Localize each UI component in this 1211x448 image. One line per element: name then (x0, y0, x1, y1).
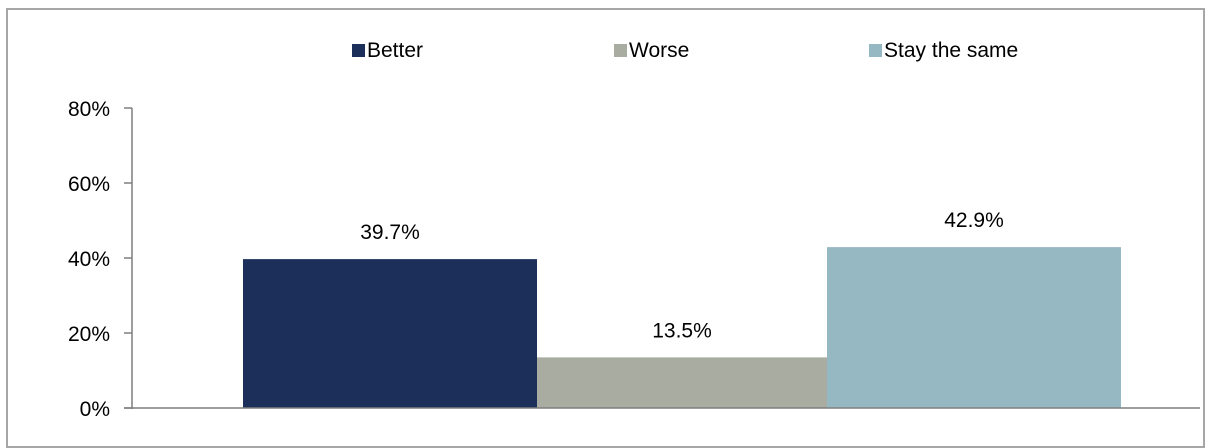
y-tick-label: 60% (68, 173, 110, 196)
legend-label: Worse (629, 39, 689, 62)
y-tick-label: 40% (68, 248, 110, 271)
legend-label: Better (367, 39, 423, 62)
legend-label: Stay the same (884, 39, 1018, 62)
y-tick-label: 80% (68, 98, 110, 121)
data-label: 39.7% (360, 221, 420, 244)
bar-chart: 39.7% 13.5% 42.9% 0% 20% 40% 60% 80% Better Worse… (68, 39, 1200, 421)
data-label: 42.9% (944, 209, 1004, 232)
bar-worse (537, 357, 827, 408)
legend-swatch (869, 44, 882, 57)
bar-better (243, 259, 537, 408)
legend-swatch (614, 44, 627, 57)
data-label: 13.5% (652, 319, 712, 342)
y-tick-label: 20% (68, 323, 110, 346)
bar-stay-the-same (827, 247, 1121, 408)
y-tick-label: 0% (80, 398, 110, 421)
legend-swatch (352, 44, 365, 57)
